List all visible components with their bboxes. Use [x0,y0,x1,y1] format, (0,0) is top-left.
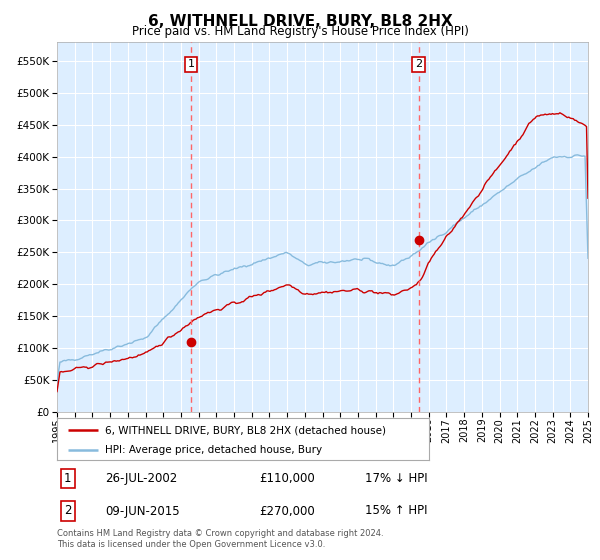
Text: 6, WITHNELL DRIVE, BURY, BL8 2HX: 6, WITHNELL DRIVE, BURY, BL8 2HX [148,14,452,29]
Text: Price paid vs. HM Land Registry's House Price Index (HPI): Price paid vs. HM Land Registry's House … [131,25,469,38]
Text: Contains HM Land Registry data © Crown copyright and database right 2024.
This d: Contains HM Land Registry data © Crown c… [57,529,383,549]
Text: 09-JUN-2015: 09-JUN-2015 [105,505,179,517]
Text: 1: 1 [64,472,71,485]
Text: 1: 1 [187,59,194,69]
Text: 2: 2 [64,505,71,517]
Text: 26-JUL-2002: 26-JUL-2002 [105,472,177,485]
Text: HPI: Average price, detached house, Bury: HPI: Average price, detached house, Bury [106,445,322,455]
Text: 2: 2 [415,59,422,69]
Text: 17% ↓ HPI: 17% ↓ HPI [365,472,428,485]
Text: £110,000: £110,000 [259,472,314,485]
Text: 15% ↑ HPI: 15% ↑ HPI [365,505,427,517]
Text: 6, WITHNELL DRIVE, BURY, BL8 2HX (detached house): 6, WITHNELL DRIVE, BURY, BL8 2HX (detach… [106,425,386,435]
Text: £270,000: £270,000 [259,505,314,517]
